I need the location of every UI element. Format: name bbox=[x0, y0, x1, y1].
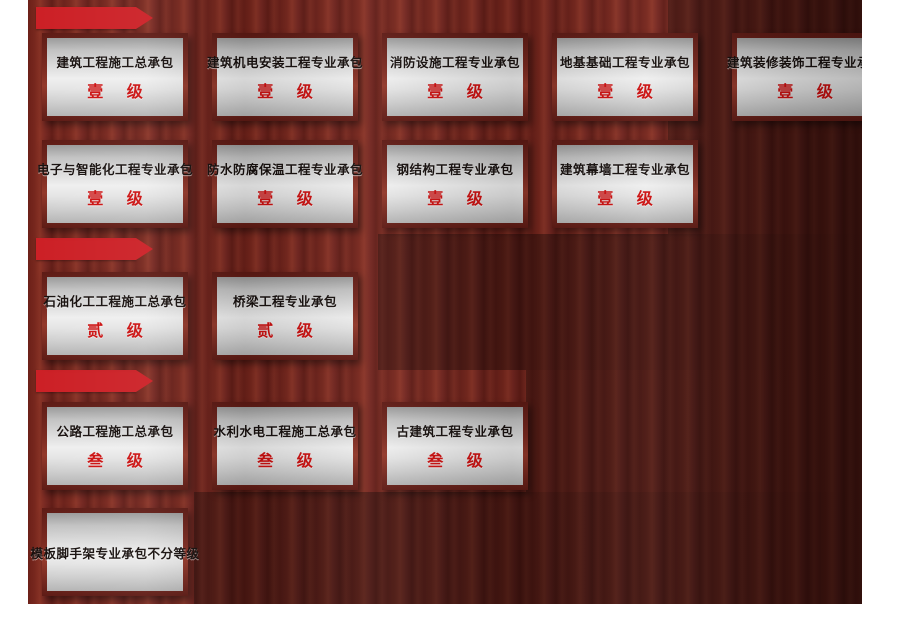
plaque-grade: 壹 级 bbox=[87, 189, 152, 208]
plaque-face: 钢结构工程专业承包 壹 级 bbox=[387, 145, 523, 223]
plaque-face: 地基基础工程专业承包 壹 级 bbox=[557, 38, 693, 116]
ribbon-row-1 bbox=[36, 7, 153, 29]
plaque-certificate[interactable]: 公路工程施工总承包 叁 级 bbox=[42, 402, 188, 490]
plaque-grade: 叁 级 bbox=[87, 451, 152, 470]
plaque-grade: 叁 级 bbox=[427, 451, 492, 470]
plaque-certificate[interactable]: 桥梁工程专业承包 贰 级 bbox=[212, 272, 358, 360]
plaque-certificate[interactable]: 电子与智能化工程专业承包 壹 级 bbox=[37, 140, 193, 228]
plaque-face: 电子与智能化工程专业承包 壹 级 bbox=[37, 145, 193, 223]
plaque-title: 模板脚手架专业承包不分等级 bbox=[30, 545, 200, 561]
plaque-certificate[interactable]: 建筑工程施工总承包 壹 级 bbox=[42, 33, 188, 121]
plaque-face: 古建筑工程专业承包 叁 级 bbox=[387, 407, 523, 485]
plaque-grade: 壹 级 bbox=[257, 189, 322, 208]
plaque-face: 公路工程施工总承包 叁 级 bbox=[47, 407, 183, 485]
wall-recess-bottom-right bbox=[194, 492, 862, 604]
plaque-certificate[interactable]: 水利水电工程施工总承包 叁 级 bbox=[212, 402, 358, 490]
plaque-title: 防水防腐保温工程专业承包 bbox=[207, 162, 364, 177]
plaque-grade: 壹 级 bbox=[597, 189, 662, 208]
plaque-certificate[interactable]: 防水防腐保温工程专业承包 壹 级 bbox=[207, 140, 363, 228]
wall-recess-mid-right bbox=[378, 234, 862, 370]
plaque-title: 建筑机电安装工程专业承包 bbox=[207, 55, 364, 70]
plaque-grade: 贰 级 bbox=[87, 321, 152, 340]
plaque-grade: 贰 级 bbox=[257, 321, 322, 340]
plaque-title: 地基基础工程专业承包 bbox=[559, 55, 690, 70]
plaque-grade: 壹 级 bbox=[87, 82, 152, 101]
plaque-title: 桥梁工程专业承包 bbox=[232, 294, 337, 309]
plaque-certificate[interactable]: 地基基础工程专业承包 壹 级 bbox=[552, 33, 698, 121]
plaque-title: 水利水电工程施工总承包 bbox=[213, 424, 357, 439]
plaque-title: 建筑幕墙工程专业承包 bbox=[559, 162, 690, 177]
plaque-face: 建筑幕墙工程专业承包 壹 级 bbox=[557, 145, 693, 223]
plaque-face: 石油化工工程施工总承包 贰 级 bbox=[44, 277, 186, 355]
plaque-grade: 壹 级 bbox=[427, 82, 492, 101]
ribbon-row-3 bbox=[36, 238, 153, 260]
plaque-certificate[interactable]: 消防设施工程专业承包 壹 级 bbox=[382, 33, 528, 121]
plaque-face: 桥梁工程专业承包 贰 级 bbox=[217, 277, 353, 355]
plaque-certificate[interactable]: 建筑装修装饰工程专业承包 壹 级 bbox=[727, 33, 862, 121]
plaque-title: 公路工程施工总承包 bbox=[56, 424, 174, 439]
plaque-title: 钢结构工程专业承包 bbox=[396, 162, 514, 177]
plaque-title: 消防设施工程专业承包 bbox=[389, 55, 520, 70]
plaque-title: 建筑工程施工总承包 bbox=[56, 55, 174, 70]
plaque-face: 消防设施工程专业承包 壹 级 bbox=[387, 38, 523, 116]
plaque-face: 建筑机电安装工程专业承包 壹 级 bbox=[207, 38, 363, 116]
plaque-title: 建筑装修装饰工程专业承包 bbox=[727, 55, 862, 70]
plaque-title: 电子与智能化工程专业承包 bbox=[37, 162, 194, 177]
plaque-face: 水利水电工程施工总承包 叁 级 bbox=[214, 407, 356, 485]
plaque-certificate[interactable]: 古建筑工程专业承包 叁 级 bbox=[382, 402, 528, 490]
plaque-certificate[interactable]: 模板脚手架专业承包不分等级 bbox=[31, 508, 199, 596]
plaque-grade: 壹 级 bbox=[777, 82, 842, 101]
plaque-face: 模板脚手架专业承包不分等级 bbox=[31, 513, 199, 591]
plaque-certificate[interactable]: 建筑幕墙工程专业承包 壹 级 bbox=[552, 140, 698, 228]
plaque-grade: 壹 级 bbox=[427, 189, 492, 208]
plaque-certificate[interactable]: 石油化工工程施工总承包 贰 级 bbox=[42, 272, 188, 360]
plaque-grade: 壹 级 bbox=[597, 82, 662, 101]
plaque-certificate[interactable]: 建筑机电安装工程专业承包 壹 级 bbox=[207, 33, 363, 121]
ribbon-row-4 bbox=[36, 370, 153, 392]
plaque-title: 石油化工工程施工总承包 bbox=[43, 294, 187, 309]
plaque-face: 防水防腐保温工程专业承包 壹 级 bbox=[207, 145, 363, 223]
plaque-title: 古建筑工程专业承包 bbox=[396, 424, 514, 439]
plaque-grade: 壹 级 bbox=[257, 82, 322, 101]
wall-recess-low-right bbox=[526, 370, 862, 492]
plaque-certificate[interactable]: 钢结构工程专业承包 壹 级 bbox=[382, 140, 528, 228]
plaque-grade: 叁 级 bbox=[257, 451, 322, 470]
plaque-face: 建筑装修装饰工程专业承包 壹 级 bbox=[727, 38, 862, 116]
plaque-face: 建筑工程施工总承包 壹 级 bbox=[47, 38, 183, 116]
plaque-wall-background: 建筑工程施工总承包 壹 级 建筑机电安装工程专业承包 壹 级 消防设施工程专业承… bbox=[28, 0, 862, 604]
